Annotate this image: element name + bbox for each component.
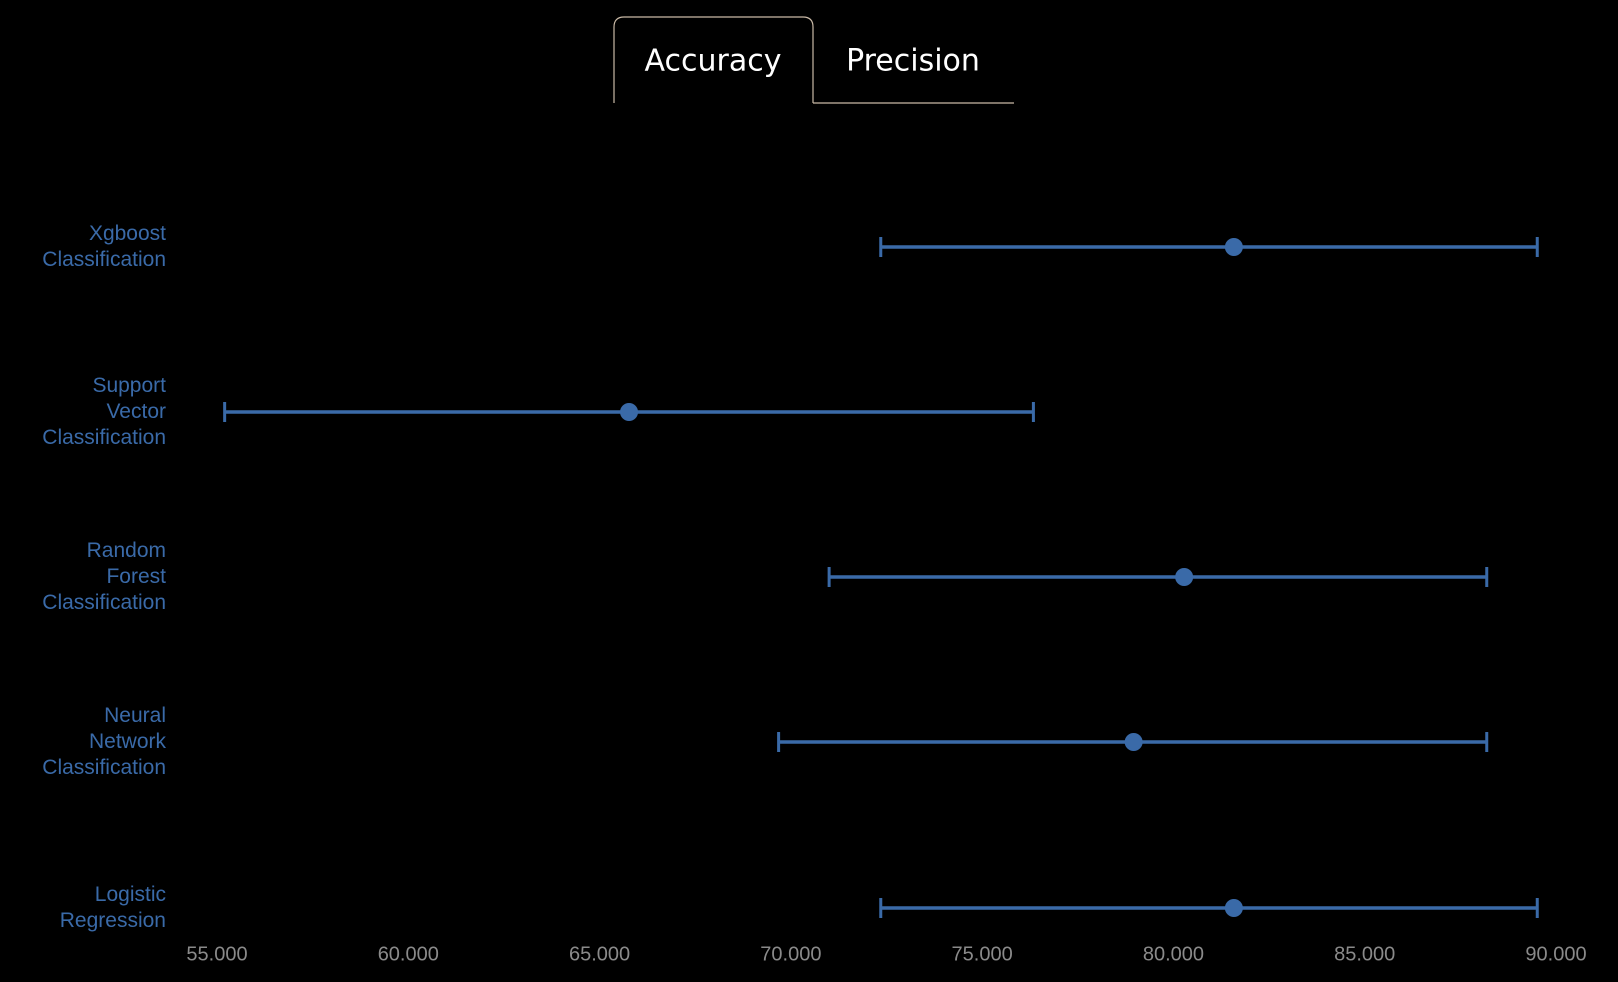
tab[interactable]: Precision	[846, 44, 980, 79]
x-tick-label: 85.000	[1334, 943, 1395, 965]
x-tick-label: 60.000	[378, 943, 439, 965]
mean-point	[1224, 238, 1243, 256]
x-tick-label: 75.000	[952, 943, 1013, 965]
mean-point	[1224, 899, 1243, 917]
tab[interactable]: Accuracy	[645, 44, 782, 79]
y-tick-label: Random Forest Classification	[42, 539, 166, 614]
x-tick-label: 70.000	[760, 943, 821, 965]
active-tab-border	[613, 16, 814, 103]
y-tick-label: Support Vector Classification	[42, 374, 166, 449]
mean-point	[1175, 568, 1194, 586]
x-tick-label: 65.000	[569, 943, 630, 965]
x-tick-label: 55.000	[186, 943, 247, 965]
y-tick-label: Neural Network Classification	[42, 704, 166, 779]
x-tick-label: 80.000	[1143, 943, 1204, 965]
y-tick-label: Logistic Regression	[60, 883, 166, 932]
y-tick-label: Xgboost Classification	[42, 222, 166, 271]
mean-point	[1124, 733, 1143, 751]
mean-point	[620, 403, 639, 421]
x-tick-label: 90.000	[1525, 943, 1586, 965]
